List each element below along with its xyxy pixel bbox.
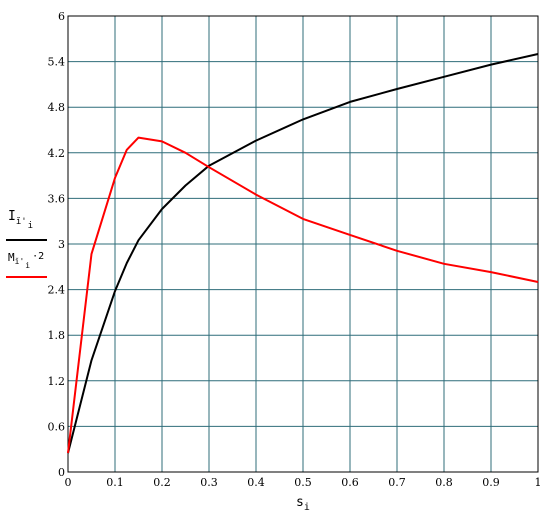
x-tick-label: 0.3	[200, 476, 218, 489]
y-label-series1-main: I	[8, 209, 16, 224]
y-label-series2-sub: ĭ'	[15, 257, 25, 266]
y-tick-label: 3.6	[48, 192, 66, 205]
y-tick-label: 1.2	[48, 375, 66, 388]
series-line-1	[67, 53, 539, 454]
x-tick-label: 0.5	[294, 476, 312, 489]
y-label-series1-sub: ĭ'	[16, 217, 27, 227]
x-tick-label: 0.9	[482, 476, 500, 489]
y-tick-label: 0	[58, 466, 65, 479]
y-label-series1: Iĭ'i	[8, 209, 33, 231]
x-tick-label: 0.4	[247, 476, 265, 489]
grid	[67, 15, 539, 473]
x-tick-label: 1	[535, 476, 542, 489]
y-label-series2: Mĭ'i·2	[8, 251, 44, 270]
plot-frame	[67, 15, 539, 473]
y-tick-label: 2.4	[48, 284, 66, 297]
y-label-series2-main: M	[8, 251, 15, 264]
x-tick-label: 0.7	[388, 476, 406, 489]
x-tick-label: 0	[65, 476, 72, 489]
y-label-series2-suffix: ·2	[32, 251, 44, 262]
y-tick-label: 4.8	[48, 101, 66, 114]
x-axis-label-sub: i	[304, 502, 310, 513]
series-line-2	[67, 136, 539, 454]
x-axis-label: si	[296, 495, 310, 513]
y-tick-label: 5.4	[48, 56, 66, 69]
y-label-series1-subsub: i	[28, 221, 33, 231]
y-axis-label: Iĭ'i Mĭ'i·2	[6, 209, 47, 278]
y-tick-label: 0.6	[48, 420, 66, 433]
y-tick-label: 4.2	[48, 147, 66, 160]
series-layer	[67, 53, 539, 454]
x-axis-ticks: 0 0.1 0.2 0.3 0.4 0.5 0.6 0.7 0.8 0.9 1	[65, 476, 542, 489]
x-tick-label: 0.6	[341, 476, 359, 489]
y-tick-label: 6	[58, 10, 65, 23]
x-axis-label-main: s	[296, 495, 304, 510]
y-tick-label: 3	[58, 238, 65, 251]
x-tick-label: 0.2	[153, 476, 171, 489]
y-label-series2-subsub: i	[25, 261, 30, 270]
x-tick-label: 0.1	[106, 476, 124, 489]
y-tick-label: 1.8	[48, 329, 66, 342]
y-axis-ticks: 0 0.6 1.2 1.8 2.4 3 3.6 4.2 4.8 5.4 6	[48, 10, 66, 479]
x-tick-label: 0.8	[435, 476, 453, 489]
